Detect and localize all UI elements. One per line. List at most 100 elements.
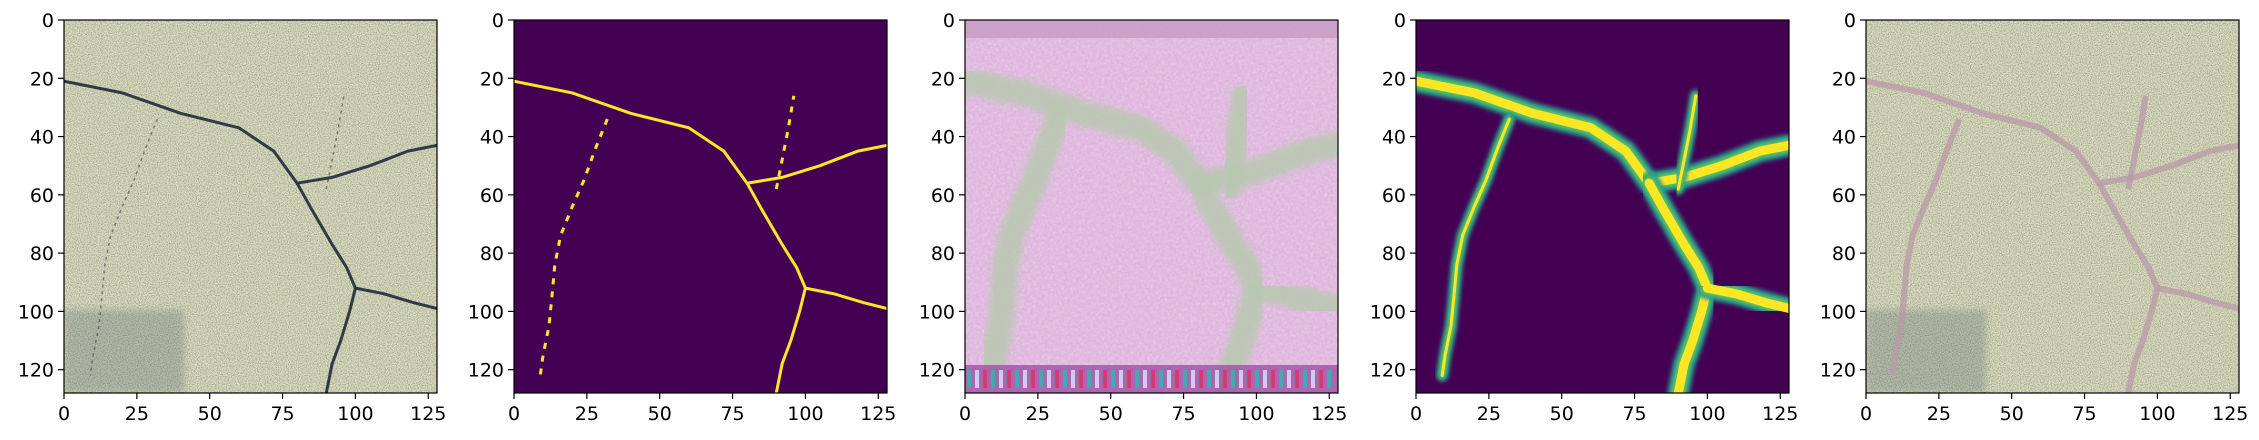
x-tick-label: 0	[58, 403, 70, 425]
softmask-core-main	[1416, 76, 1789, 188]
y-tick-label: 0	[1844, 10, 1856, 32]
y-tick-label: 100	[919, 301, 955, 323]
y-tick-label: 80	[931, 243, 955, 265]
texture-artifact	[1231, 370, 1235, 388]
y-tick-label: 100	[18, 301, 54, 323]
texture-artifact	[1159, 370, 1163, 388]
texture-artifact	[975, 370, 979, 388]
panel-image	[1416, 20, 1789, 393]
crack-main	[1866, 78, 2239, 187]
mask-crack-right	[805, 286, 887, 310]
y-tick-label: 60	[1832, 185, 1856, 207]
x-tick-label: 75	[1171, 403, 1195, 425]
panel-2: 0 25 50 75 100 125 0 20 40 60 80 100 120	[468, 10, 897, 425]
y-tick-label: 100	[1370, 301, 1406, 323]
texture-artifact	[1087, 370, 1091, 388]
x-tick-label: 125	[2212, 403, 2248, 425]
texture-band-main	[965, 68, 1338, 198]
x-tick-label: 50	[1550, 403, 1574, 425]
y-tick-label: 100	[468, 301, 504, 323]
softmask-core-left	[1440, 117, 1511, 377]
x-tick-label: 50	[198, 403, 222, 425]
panel-image	[64, 20, 437, 393]
crack-left	[89, 118, 158, 376]
texture-artifact	[1215, 370, 1219, 388]
y-tick-label: 20	[1832, 68, 1856, 90]
y-tick-label: 80	[480, 243, 504, 265]
texture-artifact	[1023, 370, 1027, 388]
x-tick-label: 25	[1927, 403, 1951, 425]
texture-artifact	[1239, 370, 1243, 388]
panel-image	[965, 20, 1338, 393]
crack-right	[355, 286, 437, 310]
x-tick-label: 50	[648, 403, 672, 425]
texture-artifact	[1103, 370, 1107, 388]
y-tick-label: 100	[1820, 301, 1856, 323]
x-tick-label: 100	[2139, 403, 2175, 425]
x-tick-label: 0	[508, 403, 520, 425]
panel-3: 0 25 50 75 100 125 0 20 40 60 80 100 120	[919, 10, 1348, 425]
panel-image	[514, 20, 887, 393]
texture-artifact	[999, 370, 1003, 388]
texture-artifact	[1047, 370, 1051, 388]
texture-artifact	[1039, 370, 1043, 388]
texture-artifact	[1127, 370, 1131, 388]
texture-artifact	[1279, 370, 1283, 388]
texture-artifact	[1287, 370, 1291, 388]
y-tick-label: 40	[1382, 127, 1406, 149]
x-tick-label: 75	[270, 403, 294, 425]
texture-artifact	[1183, 370, 1187, 388]
texture-artifact	[1079, 370, 1083, 388]
y-tick-label: 60	[1382, 185, 1406, 207]
crack-right	[2156, 285, 2239, 312]
texture-artifact	[1007, 370, 1011, 388]
y-tick-label: 40	[1832, 127, 1856, 149]
axes-frame	[1415, 19, 1790, 394]
x-tick-label: 100	[337, 403, 373, 425]
y-tick-label: 40	[30, 127, 54, 149]
axes-frame	[1865, 19, 2240, 394]
x-tick-label: 125	[410, 403, 446, 425]
axes-frame	[964, 19, 1339, 394]
panel-5: 0 25 50 75 100 125 0 20 40 60 80 100 120	[1820, 10, 2249, 425]
x-tick-label: 0	[959, 403, 971, 425]
texture-artifact	[1311, 370, 1315, 388]
x-tick-label: 75	[2072, 403, 2096, 425]
y-tick-label: 60	[30, 185, 54, 207]
texture-artifact	[1223, 370, 1227, 388]
axes-frame	[63, 19, 438, 394]
texture-artifact	[1071, 370, 1075, 388]
crack-main	[64, 79, 437, 185]
panel-4: 0 25 50 75 100 125 0 20 40 60 80 100 120	[1370, 10, 1799, 425]
texture-artifact	[1143, 370, 1147, 388]
texture-artifact	[1111, 370, 1115, 388]
texture-artifact	[1327, 370, 1331, 388]
texture-artifact	[983, 370, 987, 388]
texture-band-right	[1243, 275, 1338, 322]
y-tick-label: 0	[492, 10, 504, 32]
panel-image	[1866, 20, 2239, 393]
x-tick-label: 75	[1622, 403, 1646, 425]
x-tick-label: 50	[1099, 403, 1123, 425]
texture-artifact	[1191, 370, 1195, 388]
texture-artifact	[991, 370, 995, 388]
y-tick-label: 80	[1382, 243, 1406, 265]
texture-artifact	[967, 370, 971, 388]
x-tick-label: 25	[1477, 403, 1501, 425]
texture-band-upper	[1214, 82, 1258, 202]
texture-artifact	[1031, 370, 1035, 388]
x-tick-label: 125	[860, 403, 896, 425]
x-tick-label: 125	[1762, 403, 1798, 425]
image-dark-corner	[1866, 310, 1986, 393]
texture-artifact	[1295, 370, 1299, 388]
x-tick-label: 25	[1026, 403, 1050, 425]
texture-artifact	[1151, 370, 1155, 388]
texture-artifact	[1015, 370, 1019, 388]
y-tick-label: 120	[919, 360, 955, 382]
texture-artifact	[1319, 370, 1323, 388]
x-tick-label: 100	[787, 403, 823, 425]
x-tick-label: 0	[1410, 403, 1422, 425]
crack-diag	[2096, 181, 2161, 393]
mask-background	[514, 20, 887, 393]
y-tick-label: 120	[1820, 360, 1856, 382]
